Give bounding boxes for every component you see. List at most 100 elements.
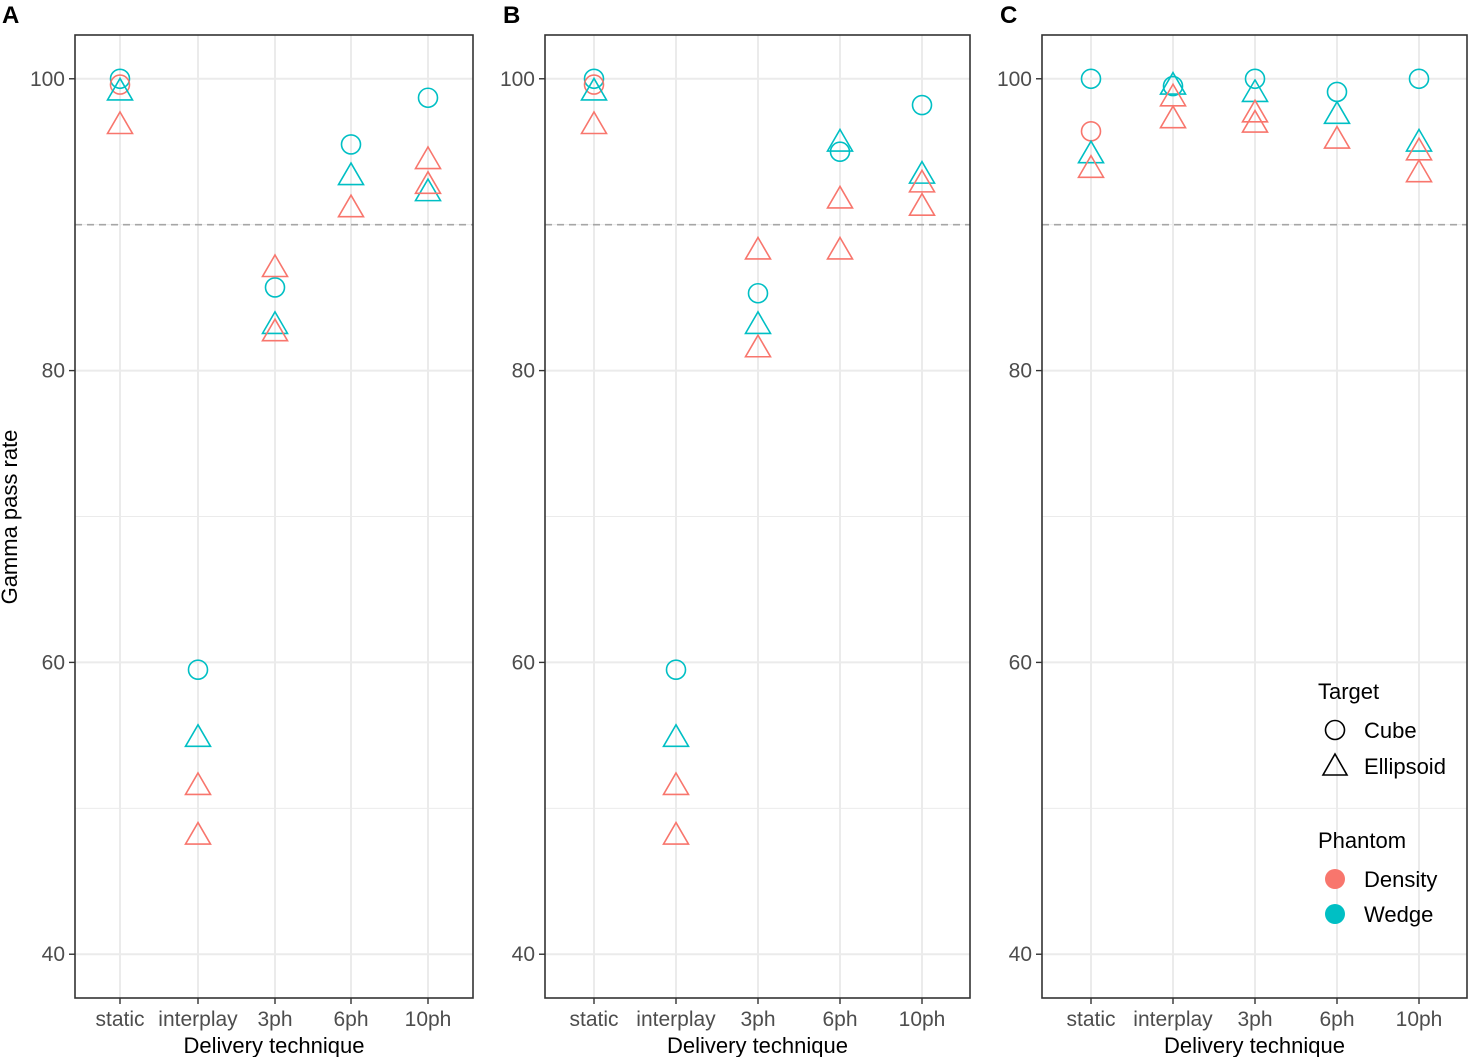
legend-cube-key (1324, 719, 1346, 741)
x-tick-label: 3ph (1237, 1008, 1272, 1031)
point-density-ellipsoid (580, 110, 608, 135)
point-wedge-ellipsoid (184, 723, 212, 748)
x-tick-label: interplay (636, 1008, 716, 1031)
x-tick-label: static (95, 1008, 144, 1031)
x-tick-label: 6ph (1319, 1008, 1354, 1031)
y-tick-label: 60 (42, 651, 65, 674)
legend-wedge-key (1325, 904, 1345, 924)
legend-density-key (1325, 869, 1345, 889)
x-tick-label: static (1066, 1008, 1115, 1031)
point-density-ellipsoid (1241, 108, 1269, 133)
point-wedge-cube (1162, 75, 1184, 97)
panel-letter: C (1000, 2, 1017, 29)
legend-phantom-title: Phantom (1318, 828, 1406, 853)
point-density-ellipsoid (1323, 125, 1351, 149)
x-tick-label: 10ph (405, 1008, 452, 1031)
x-axis-title: Delivery technique (1164, 1033, 1345, 1057)
point-wedge-ellipsoid (1323, 100, 1351, 125)
panel-letter: B (503, 2, 520, 29)
point-wedge-ellipsoid (908, 160, 936, 184)
y-tick-label: 100 (30, 68, 65, 91)
point-wedge-ellipsoid (106, 76, 134, 101)
point-wedge-cube (1080, 68, 1102, 90)
x-tick-label: interplay (1133, 1008, 1213, 1031)
x-tick-label: 6ph (822, 1008, 857, 1031)
point-wedge-cube (417, 87, 439, 109)
point-wedge-cube (1408, 68, 1430, 90)
point-density-ellipsoid (1159, 104, 1187, 129)
point-wedge-ellipsoid (826, 127, 854, 152)
point-wedge-ellipsoid (1077, 139, 1105, 164)
point-wedge-ellipsoid (744, 310, 772, 335)
point-density-ellipsoid (414, 145, 442, 170)
panel-border (74, 34, 474, 999)
x-tick-label: static (569, 1008, 618, 1031)
point-wedge-cube (187, 659, 209, 681)
point-density-ellipsoid (1077, 154, 1105, 179)
point-density-ellipsoid (106, 110, 134, 135)
legend-ellipsoid-label: Ellipsoid (1364, 754, 1446, 779)
point-wedge-ellipsoid (414, 177, 442, 202)
y-tick-label: 40 (512, 943, 535, 966)
point-wedge-cube (665, 659, 687, 681)
y-tick-label: 80 (1009, 360, 1032, 383)
point-density-cube (583, 74, 605, 95)
point-wedge-cube (1244, 68, 1266, 90)
legend: Target Cube Ellipsoid Phantom Density We… (1318, 679, 1446, 927)
point-wedge-cube (911, 94, 933, 116)
point-wedge-cube (583, 68, 605, 90)
y-tick-label: 80 (42, 360, 65, 383)
x-tick-label: 6ph (333, 1008, 368, 1031)
point-wedge-cube (340, 134, 362, 155)
point-wedge-ellipsoid (1405, 127, 1433, 152)
point-wedge-ellipsoid (337, 161, 365, 186)
point-density-ellipsoid (744, 235, 772, 260)
point-wedge-ellipsoid (261, 310, 289, 335)
y-tick-label: 40 (1009, 943, 1032, 966)
x-axis-title: Delivery technique (184, 1033, 365, 1057)
point-density-ellipsoid (414, 170, 442, 195)
point-wedge-ellipsoid (1159, 71, 1187, 95)
point-wedge-cube (109, 68, 131, 90)
x-tick-label: interplay (158, 1008, 238, 1031)
point-density-ellipsoid (908, 192, 936, 217)
legend-wedge-label: Wedge (1364, 902, 1433, 927)
y-tick-label: 100 (500, 68, 535, 91)
x-tick-label: 10ph (899, 1008, 946, 1031)
y-tick-label: 80 (512, 360, 535, 383)
point-wedge-ellipsoid (662, 723, 690, 748)
point-density-ellipsoid (662, 771, 690, 796)
point-wedge-cube (264, 277, 286, 298)
point-density-ellipsoid (261, 317, 289, 342)
y-tick-label: 40 (42, 943, 65, 966)
legend-density-label: Density (1364, 867, 1437, 892)
x-tick-label: 3ph (740, 1008, 775, 1031)
y-axis-title: Gamma pass rate (0, 430, 22, 605)
point-density-ellipsoid (184, 771, 212, 796)
point-density-ellipsoid (337, 193, 365, 218)
point-density-ellipsoid (662, 820, 690, 845)
y-tick-label: 60 (512, 651, 535, 674)
legend-ellipsoid-key (1321, 752, 1349, 776)
point-density-ellipsoid (184, 820, 212, 845)
point-density-cube (109, 74, 131, 95)
legend-target-title: Target (1318, 679, 1379, 704)
point-density-ellipsoid (1405, 158, 1433, 183)
panel-c: 40 60 80 100 static interplay 3ph 6ph 10ph Delive… (997, 2, 1468, 1057)
point-density-ellipsoid (1241, 98, 1269, 123)
panel-a: 40 60 80 100 static interplay 3ph 6ph 10ph Delive… (2, 2, 474, 1057)
y-tick-label: 100 (997, 68, 1032, 91)
panel-b: 40 60 80 100 static interplay 3ph 6ph 10ph Delive… (500, 2, 971, 1057)
point-density-ellipsoid (908, 168, 936, 193)
point-density-ellipsoid (826, 235, 854, 260)
x-tick-label: 10ph (1396, 1008, 1443, 1031)
point-density-ellipsoid (826, 184, 854, 209)
x-tick-label: 3ph (257, 1008, 292, 1031)
point-wedge-ellipsoid (580, 76, 608, 101)
x-axis-title: Delivery technique (667, 1033, 848, 1057)
point-density-ellipsoid (744, 333, 772, 358)
point-wedge-cube (747, 282, 769, 304)
